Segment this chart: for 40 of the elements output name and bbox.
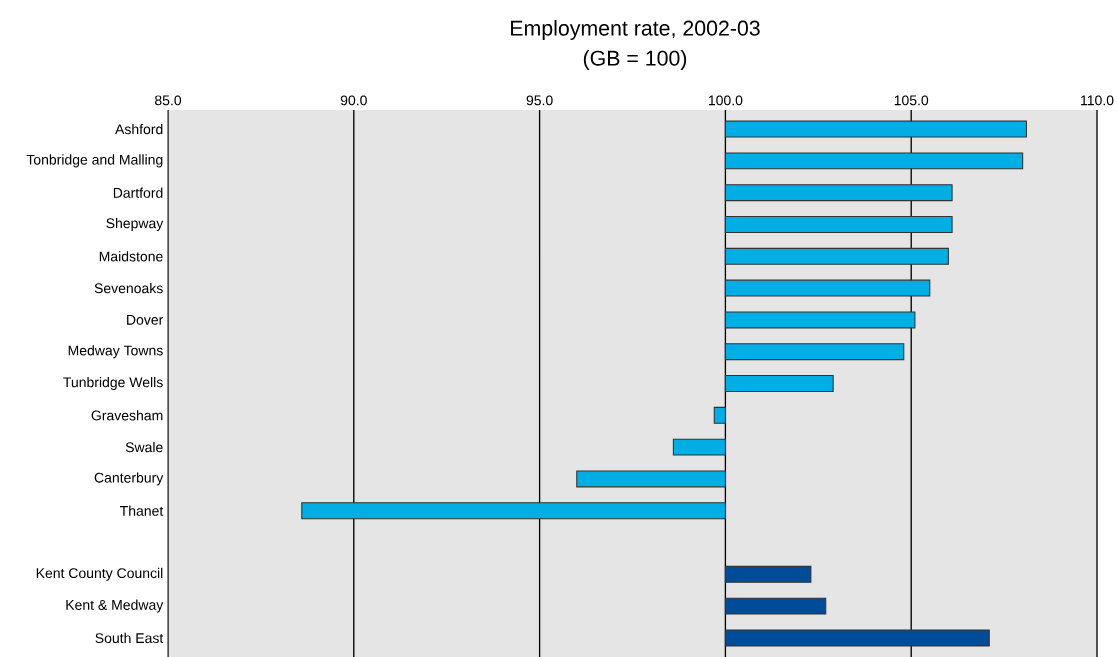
y-tick-label: Dartford: [113, 187, 163, 198]
y-tick-label: Ashford: [115, 123, 163, 135]
y-tick-label: Swale: [125, 441, 163, 453]
bar: [724, 184, 953, 202]
x-tick-label: 110.0: [1081, 95, 1114, 106]
x-tick-label: 100.0: [708, 95, 743, 106]
y-tick-label: Sevenoaks: [94, 282, 163, 294]
x-tick-label: 85.0: [154, 95, 182, 106]
y-tick-label: Medway Towns: [68, 345, 163, 359]
bar: [576, 470, 726, 488]
x-tick-label: 105.0: [894, 95, 929, 106]
y-tick-label: Shepway: [106, 217, 164, 232]
x-tick-label: 95.0: [526, 95, 553, 106]
bar: [724, 629, 990, 647]
bar: [724, 120, 1027, 138]
y-tick-label: Kent & Medway: [66, 599, 164, 613]
bar: [724, 216, 953, 233]
bar: [724, 152, 1024, 170]
x-tick-label: 90.0: [340, 95, 367, 106]
bar: [724, 597, 827, 615]
bar: [301, 502, 726, 520]
bar: [672, 438, 726, 456]
bar: [724, 343, 905, 361]
y-tick-label: Kent County Council: [36, 567, 163, 581]
bar: [724, 311, 916, 329]
y-tick-label: Thanet: [120, 505, 164, 516]
y-tick-label: Tunbridge Wells: [63, 376, 163, 391]
chart-title: Employment rate, 2002-03: [511, 20, 760, 40]
y-tick-label: Dover: [127, 315, 164, 325]
bar: [724, 565, 812, 583]
bar: [713, 406, 726, 424]
y-tick-label: Gravesham: [91, 410, 163, 421]
bar: [724, 247, 949, 265]
y-tick-label: South East: [95, 632, 164, 644]
chart-subtitle: (GB = 100): [583, 50, 687, 70]
y-tick-label: Canterbury: [94, 472, 164, 486]
bar: [724, 375, 834, 392]
y-tick-label: Tonbridge and Malling: [26, 154, 163, 168]
bar: [724, 279, 931, 297]
y-tick-label: Maidstone: [99, 251, 163, 262]
